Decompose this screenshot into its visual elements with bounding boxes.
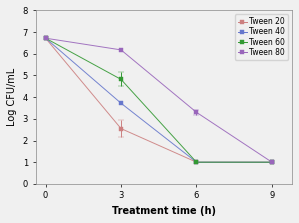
X-axis label: Treatment time (h): Treatment time (h)	[112, 206, 216, 216]
Y-axis label: Log CFU/mL: Log CFU/mL	[7, 68, 17, 126]
Legend: Tween 20, Tween 40, Tween 60, Tween 80: Tween 20, Tween 40, Tween 60, Tween 80	[235, 14, 288, 60]
